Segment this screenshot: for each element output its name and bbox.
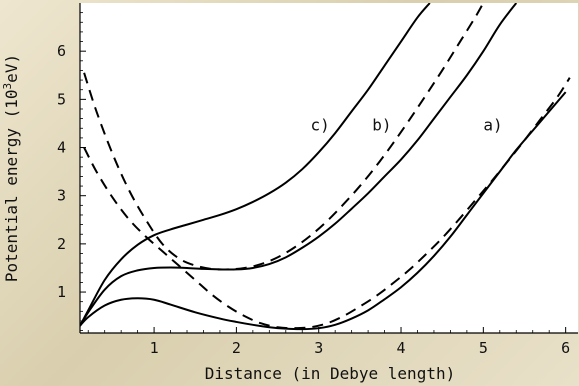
curves-group: [80, 3, 571, 331]
y-tick-label-5: 5: [57, 90, 66, 108]
y-tick-label-1: 1: [57, 283, 66, 301]
x-tick-label-3: 3: [314, 339, 323, 357]
y-axis-label-superscript: 3: [1, 83, 14, 90]
dashed-curve-5: [83, 3, 485, 271]
dashed-curve-4: [83, 77, 571, 330]
x-tick-label-2: 2: [232, 339, 241, 357]
y-tick-label-4: 4: [57, 139, 66, 157]
curve-label-1: a): [483, 116, 502, 135]
x-tick-label-6: 6: [561, 339, 570, 357]
axes-group: [79, 3, 578, 334]
solid-curve-3: [80, 3, 431, 327]
x-axis-label: Distance (in Debye length): [205, 364, 455, 383]
annotations-group: a) b) c): [310, 116, 502, 135]
y-axis-label: Potential energy (103eV): [1, 54, 22, 282]
y-tick-label-3: 3: [57, 187, 66, 205]
x-tick-label-4: 4: [397, 339, 406, 357]
y-tick-label-6: 6: [57, 42, 66, 60]
curve-label-2: b): [372, 116, 391, 135]
x-tick-label-1: 1: [150, 339, 159, 357]
solid-curve-1: [80, 91, 567, 331]
ticks-group: 1 2 3 4 5 6 1 2 3 4 5 6: [57, 12, 570, 357]
curve-label-3: c): [310, 116, 329, 135]
plot-area: [80, 3, 578, 333]
y-axis-label-prefix: Potential energy (10: [2, 89, 21, 282]
x-tick-label-5: 5: [479, 339, 488, 357]
solid-curve-2: [80, 3, 518, 327]
y-axis-label-suffix: eV): [2, 54, 21, 83]
y-tick-label-2: 2: [57, 235, 66, 253]
